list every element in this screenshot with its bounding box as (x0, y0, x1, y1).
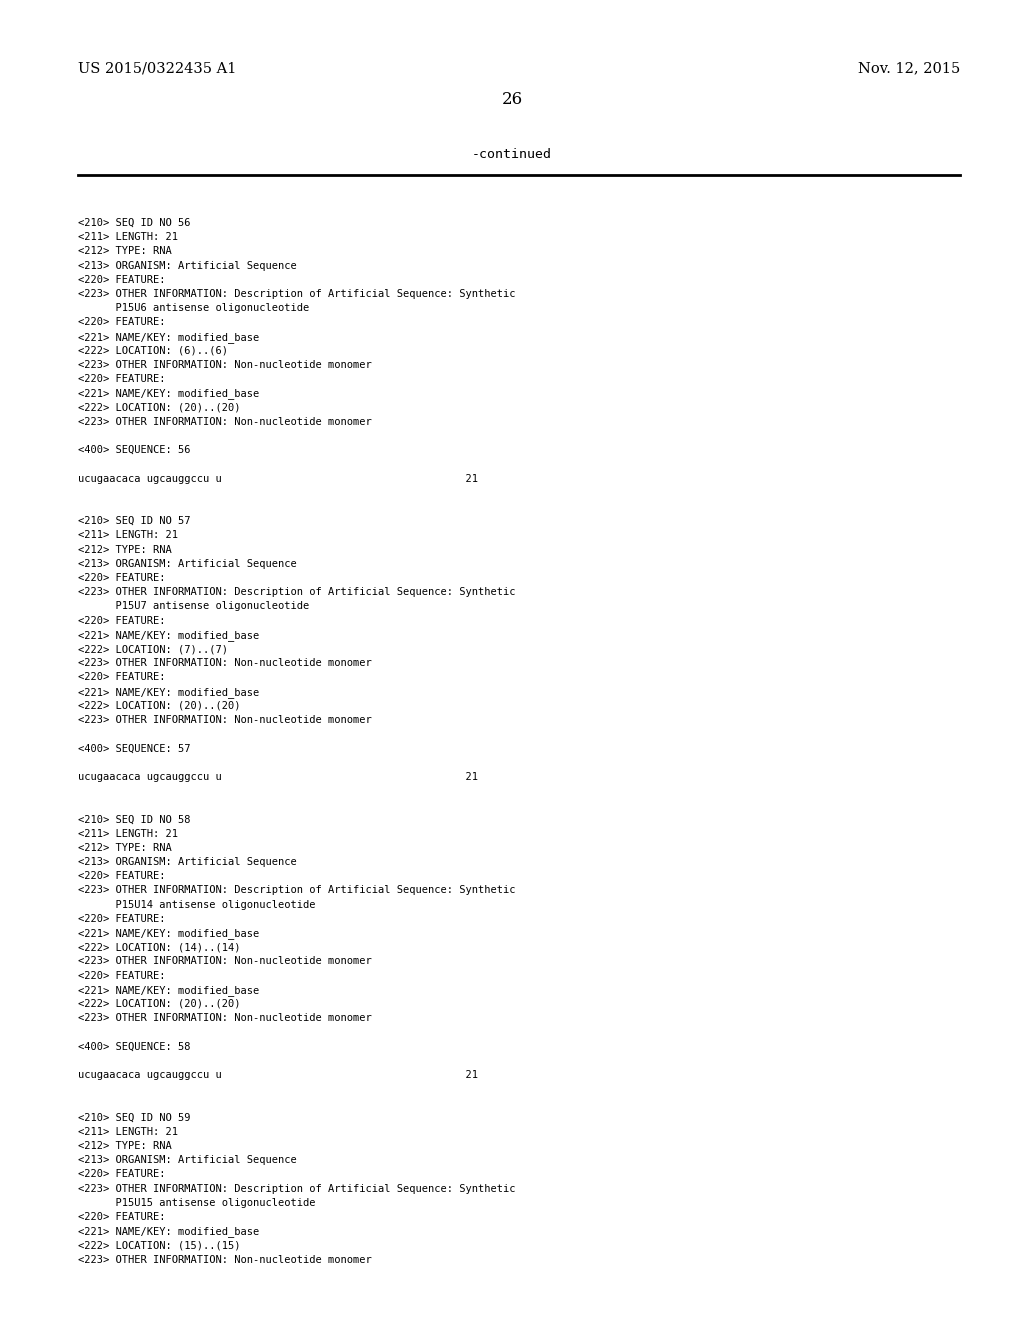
Text: <223> OTHER INFORMATION: Non-nucleotide monomer: <223> OTHER INFORMATION: Non-nucleotide … (78, 659, 372, 668)
Text: <220> FEATURE:: <220> FEATURE: (78, 672, 166, 682)
Text: <222> LOCATION: (15)..(15): <222> LOCATION: (15)..(15) (78, 1241, 241, 1250)
Text: <213> ORGANISM: Artificial Sequence: <213> ORGANISM: Artificial Sequence (78, 857, 297, 867)
Text: <222> LOCATION: (20)..(20): <222> LOCATION: (20)..(20) (78, 999, 241, 1008)
Text: <220> FEATURE:: <220> FEATURE: (78, 615, 166, 626)
Text: <220> FEATURE:: <220> FEATURE: (78, 970, 166, 981)
Text: <220> FEATURE:: <220> FEATURE: (78, 317, 166, 327)
Text: P15U14 antisense oligonucleotide: P15U14 antisense oligonucleotide (78, 900, 315, 909)
Text: <223> OTHER INFORMATION: Description of Artificial Sequence: Synthetic: <223> OTHER INFORMATION: Description of … (78, 289, 515, 300)
Text: <222> LOCATION: (14)..(14): <222> LOCATION: (14)..(14) (78, 942, 241, 952)
Text: Nov. 12, 2015: Nov. 12, 2015 (858, 61, 961, 75)
Text: <221> NAME/KEY: modified_base: <221> NAME/KEY: modified_base (78, 331, 259, 342)
Text: <212> TYPE: RNA: <212> TYPE: RNA (78, 545, 172, 554)
Text: P15U6 antisense oligonucleotide: P15U6 antisense oligonucleotide (78, 304, 309, 313)
Text: <220> FEATURE:: <220> FEATURE: (78, 1170, 166, 1179)
Text: <223> OTHER INFORMATION: Non-nucleotide monomer: <223> OTHER INFORMATION: Non-nucleotide … (78, 1014, 372, 1023)
Text: -continued: -continued (472, 149, 552, 161)
Text: <223> OTHER INFORMATION: Non-nucleotide monomer: <223> OTHER INFORMATION: Non-nucleotide … (78, 360, 372, 370)
Text: 26: 26 (502, 91, 522, 108)
Text: P15U15 antisense oligonucleotide: P15U15 antisense oligonucleotide (78, 1197, 315, 1208)
Text: <223> OTHER INFORMATION: Non-nucleotide monomer: <223> OTHER INFORMATION: Non-nucleotide … (78, 715, 372, 725)
Text: <220> FEATURE:: <220> FEATURE: (78, 275, 166, 285)
Text: <223> OTHER INFORMATION: Description of Artificial Sequence: Synthetic: <223> OTHER INFORMATION: Description of … (78, 1184, 515, 1193)
Text: <210> SEQ ID NO 57: <210> SEQ ID NO 57 (78, 516, 190, 527)
Text: ucugaacaca ugcauggccu u                                       21: ucugaacaca ugcauggccu u 21 (78, 1071, 478, 1080)
Text: <223> OTHER INFORMATION: Non-nucleotide monomer: <223> OTHER INFORMATION: Non-nucleotide … (78, 957, 372, 966)
Text: US 2015/0322435 A1: US 2015/0322435 A1 (78, 61, 237, 75)
Text: <221> NAME/KEY: modified_base: <221> NAME/KEY: modified_base (78, 985, 259, 995)
Text: <223> OTHER INFORMATION: Description of Artificial Sequence: Synthetic: <223> OTHER INFORMATION: Description of … (78, 587, 515, 597)
Text: <213> ORGANISM: Artificial Sequence: <213> ORGANISM: Artificial Sequence (78, 558, 297, 569)
Text: <222> LOCATION: (6)..(6): <222> LOCATION: (6)..(6) (78, 346, 228, 356)
Text: ucugaacaca ugcauggccu u                                       21: ucugaacaca ugcauggccu u 21 (78, 772, 478, 781)
Text: <221> NAME/KEY: modified_base: <221> NAME/KEY: modified_base (78, 1226, 259, 1237)
Text: <223> OTHER INFORMATION: Non-nucleotide monomer: <223> OTHER INFORMATION: Non-nucleotide … (78, 417, 372, 426)
Text: <220> FEATURE:: <220> FEATURE: (78, 1212, 166, 1222)
Text: <221> NAME/KEY: modified_base: <221> NAME/KEY: modified_base (78, 686, 259, 697)
Text: <400> SEQUENCE: 56: <400> SEQUENCE: 56 (78, 445, 190, 455)
Text: <220> FEATURE:: <220> FEATURE: (78, 374, 166, 384)
Text: <213> ORGANISM: Artificial Sequence: <213> ORGANISM: Artificial Sequence (78, 260, 297, 271)
Text: <222> LOCATION: (7)..(7): <222> LOCATION: (7)..(7) (78, 644, 228, 653)
Text: ucugaacaca ugcauggccu u                                       21: ucugaacaca ugcauggccu u 21 (78, 474, 478, 483)
Text: <222> LOCATION: (20)..(20): <222> LOCATION: (20)..(20) (78, 701, 241, 710)
Text: <210> SEQ ID NO 58: <210> SEQ ID NO 58 (78, 814, 190, 825)
Text: <223> OTHER INFORMATION: Non-nucleotide monomer: <223> OTHER INFORMATION: Non-nucleotide … (78, 1254, 372, 1265)
Text: <220> FEATURE:: <220> FEATURE: (78, 573, 166, 583)
Text: <221> NAME/KEY: modified_base: <221> NAME/KEY: modified_base (78, 388, 259, 400)
Text: <223> OTHER INFORMATION: Description of Artificial Sequence: Synthetic: <223> OTHER INFORMATION: Description of … (78, 886, 515, 895)
Text: <213> ORGANISM: Artificial Sequence: <213> ORGANISM: Artificial Sequence (78, 1155, 297, 1166)
Text: <210> SEQ ID NO 56: <210> SEQ ID NO 56 (78, 218, 190, 228)
Text: <211> LENGTH: 21: <211> LENGTH: 21 (78, 1127, 178, 1137)
Text: <221> NAME/KEY: modified_base: <221> NAME/KEY: modified_base (78, 630, 259, 640)
Text: <210> SEQ ID NO 59: <210> SEQ ID NO 59 (78, 1113, 190, 1122)
Text: <222> LOCATION: (20)..(20): <222> LOCATION: (20)..(20) (78, 403, 241, 413)
Text: <221> NAME/KEY: modified_base: <221> NAME/KEY: modified_base (78, 928, 259, 939)
Text: P15U7 antisense oligonucleotide: P15U7 antisense oligonucleotide (78, 602, 309, 611)
Text: <220> FEATURE:: <220> FEATURE: (78, 871, 166, 882)
Text: <212> TYPE: RNA: <212> TYPE: RNA (78, 1140, 172, 1151)
Text: <211> LENGTH: 21: <211> LENGTH: 21 (78, 531, 178, 540)
Text: <400> SEQUENCE: 57: <400> SEQUENCE: 57 (78, 743, 190, 754)
Text: <220> FEATURE:: <220> FEATURE: (78, 913, 166, 924)
Text: <211> LENGTH: 21: <211> LENGTH: 21 (78, 232, 178, 242)
Text: <400> SEQUENCE: 58: <400> SEQUENCE: 58 (78, 1041, 190, 1052)
Text: <212> TYPE: RNA: <212> TYPE: RNA (78, 247, 172, 256)
Text: <211> LENGTH: 21: <211> LENGTH: 21 (78, 829, 178, 838)
Text: <212> TYPE: RNA: <212> TYPE: RNA (78, 842, 172, 853)
